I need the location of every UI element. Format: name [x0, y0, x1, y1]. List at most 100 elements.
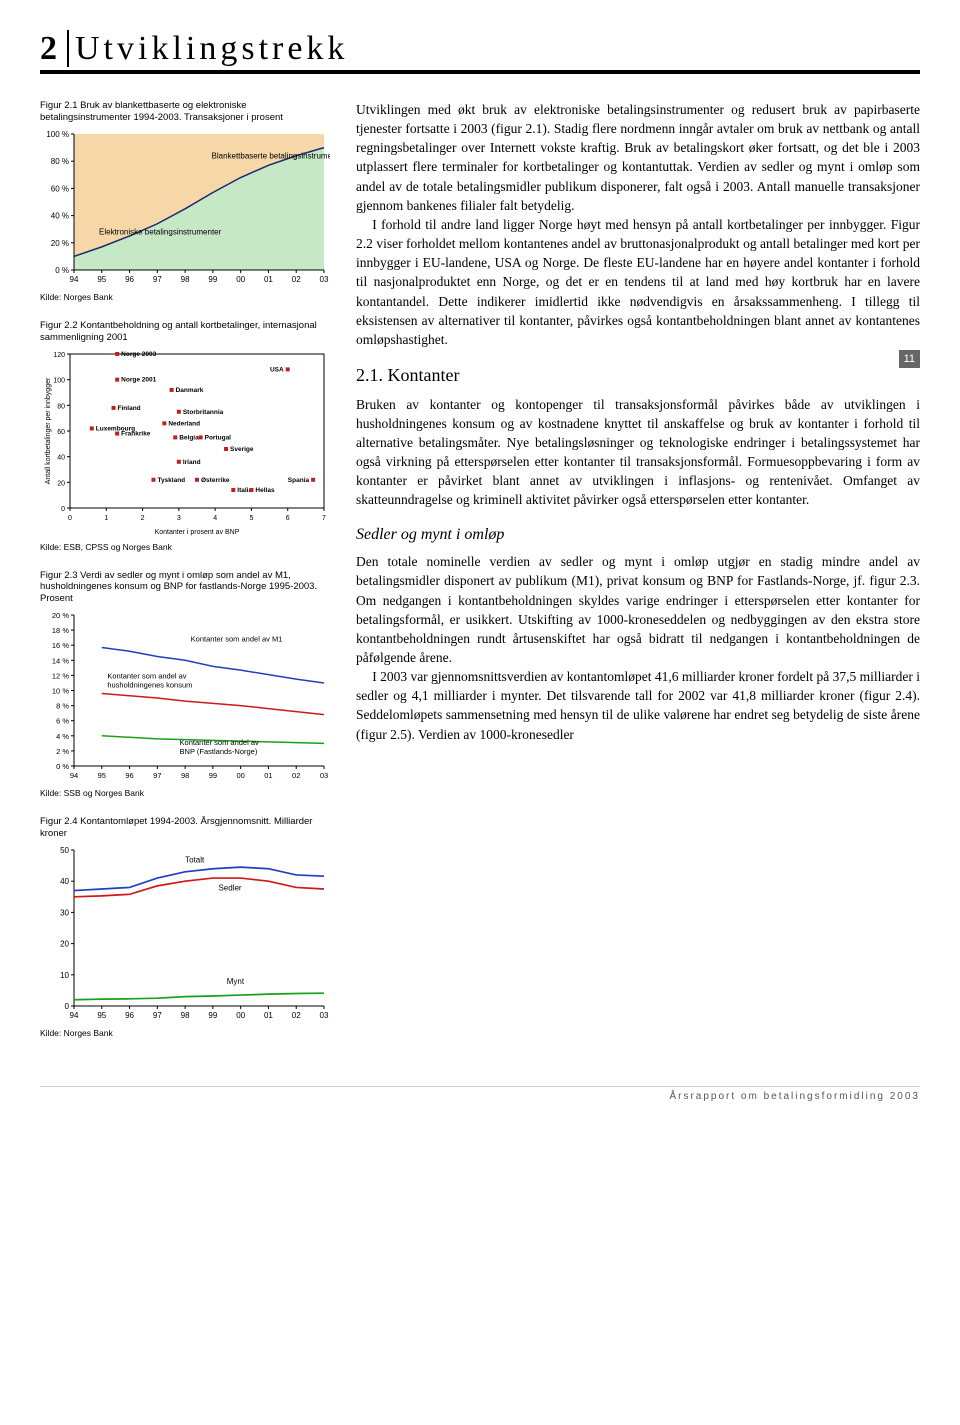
svg-text:USA: USA	[270, 366, 284, 373]
fig22-title: Figur 2.2 Kontantbeholdning og antall ko…	[40, 320, 330, 344]
svg-text:95: 95	[98, 771, 106, 780]
page-number-tab: 11	[899, 350, 920, 368]
svg-text:03: 03	[320, 275, 329, 284]
figure-2-4: Figur 2.4 Kontantomløpet 1994-2003. Årsg…	[40, 816, 330, 1038]
body-p2: I forhold til andre land ligger Norge hø…	[356, 215, 920, 349]
fig22-source: Kilde: ESB, CPSS og Norges Bank	[40, 542, 330, 552]
svg-text:Tyskland: Tyskland	[157, 476, 185, 483]
svg-text:Mynt: Mynt	[227, 977, 245, 986]
svg-text:20 %: 20 %	[51, 239, 69, 248]
svg-text:Spania: Spania	[288, 476, 310, 483]
body-p4: Den totale nominelle verdien av sedler o…	[356, 552, 920, 667]
svg-text:95: 95	[97, 1011, 106, 1020]
svg-text:0: 0	[65, 1002, 70, 1011]
main-text-column: Utviklingen med økt bruk av elektroniske…	[356, 100, 920, 1056]
svg-text:Frankrike: Frankrike	[121, 430, 151, 437]
svg-text:4 %: 4 %	[56, 732, 69, 741]
subsection-heading: Sedler og mynt i omløp	[356, 524, 920, 547]
svg-text:6 %: 6 %	[56, 717, 69, 726]
svg-text:30: 30	[60, 908, 69, 917]
fig23-chart: 0 %2 %4 %6 %8 %10 %12 %14 %16 %18 %20 %9…	[40, 609, 330, 784]
svg-text:100: 100	[53, 377, 65, 384]
svg-text:100 %: 100 %	[46, 130, 69, 139]
svg-text:Kontanter som andel av: Kontanter som andel av	[180, 738, 259, 747]
svg-text:120: 120	[53, 352, 65, 359]
chapter-header: 2Utviklingstrekk	[40, 30, 920, 74]
svg-text:01: 01	[264, 275, 273, 284]
svg-text:6: 6	[286, 515, 290, 522]
svg-text:02: 02	[292, 275, 301, 284]
svg-text:Østerrike: Østerrike	[201, 476, 230, 483]
figure-2-2: Figur 2.2 Kontantbeholdning og antall ko…	[40, 320, 330, 552]
svg-text:03: 03	[320, 771, 328, 780]
svg-text:40: 40	[57, 454, 65, 461]
svg-text:Blankettbaserte betalingsinstr: Blankettbaserte betalingsinstrumenter	[212, 151, 331, 160]
body-p5: I 2003 var gjennomsnittsverdien av konta…	[356, 667, 920, 744]
fig23-source: Kilde: SSB og Norges Bank	[40, 788, 330, 798]
svg-text:97: 97	[153, 275, 162, 284]
fig21-title: Figur 2.1 Bruk av blankettbaserte og ele…	[40, 100, 330, 124]
svg-text:60 %: 60 %	[51, 184, 69, 193]
svg-text:20: 20	[57, 480, 65, 487]
chapter-number: 2	[40, 30, 69, 67]
svg-text:Nederland: Nederland	[168, 420, 200, 427]
svg-text:01: 01	[264, 1011, 273, 1020]
svg-text:00: 00	[236, 771, 244, 780]
svg-text:1: 1	[104, 515, 108, 522]
svg-text:Norge 2001: Norge 2001	[121, 376, 156, 383]
fig24-chart: 0102030405094959697989900010203TotaltSed…	[40, 844, 330, 1024]
svg-text:Hellas: Hellas	[255, 487, 275, 494]
svg-text:husholdningenes konsum: husholdningenes konsum	[107, 681, 192, 690]
svg-text:12 %: 12 %	[52, 672, 69, 681]
svg-text:99: 99	[209, 771, 217, 780]
svg-text:16 %: 16 %	[52, 641, 69, 650]
svg-text:Norge 2003: Norge 2003	[121, 351, 156, 358]
svg-text:50: 50	[60, 846, 69, 855]
fig21-source: Kilde: Norges Bank	[40, 292, 330, 302]
svg-text:Irland: Irland	[183, 458, 201, 465]
svg-text:Kontanter som andel av: Kontanter som andel av	[107, 672, 186, 681]
svg-text:95: 95	[97, 275, 106, 284]
svg-text:00: 00	[236, 275, 245, 284]
body-p3: Bruken av kontanter og kontopenger til t…	[356, 395, 920, 510]
svg-text:80: 80	[57, 403, 65, 410]
svg-text:94: 94	[70, 275, 79, 284]
svg-text:96: 96	[125, 771, 133, 780]
svg-text:60: 60	[57, 429, 65, 436]
svg-text:98: 98	[181, 1011, 190, 1020]
svg-text:98: 98	[181, 275, 190, 284]
svg-text:0: 0	[68, 515, 72, 522]
svg-text:97: 97	[153, 1011, 162, 1020]
svg-text:Storbritannia: Storbritannia	[183, 408, 224, 415]
svg-text:40: 40	[60, 877, 69, 886]
svg-text:02: 02	[292, 1011, 301, 1020]
svg-text:Kontanter som andel av M1: Kontanter som andel av M1	[191, 635, 283, 644]
svg-text:02: 02	[292, 771, 300, 780]
svg-text:4: 4	[213, 515, 217, 522]
svg-text:96: 96	[125, 275, 134, 284]
fig22-chart: 02040608010012001234567Norge 2003Norge 2…	[40, 348, 330, 538]
svg-text:99: 99	[208, 1011, 217, 1020]
svg-text:Kontanter i prosent av BNP: Kontanter i prosent av BNP	[155, 529, 240, 536]
svg-text:8 %: 8 %	[56, 702, 69, 711]
svg-text:0 %: 0 %	[55, 266, 69, 275]
svg-text:7: 7	[322, 515, 326, 522]
svg-text:20 %: 20 %	[52, 611, 69, 620]
svg-text:5: 5	[249, 515, 253, 522]
svg-text:99: 99	[208, 275, 217, 284]
svg-text:18 %: 18 %	[52, 626, 69, 635]
page-footer: Årsrapport om betalingsformidling 2003	[40, 1086, 920, 1102]
figure-2-1: Figur 2.1 Bruk av blankettbaserte og ele…	[40, 100, 330, 302]
svg-text:BNP (Fastlands-Norge): BNP (Fastlands-Norge)	[180, 747, 258, 756]
svg-text:2 %: 2 %	[56, 747, 69, 756]
svg-text:Danmark: Danmark	[176, 386, 204, 393]
svg-text:0: 0	[61, 506, 65, 513]
svg-text:98: 98	[181, 771, 189, 780]
svg-text:Belgia: Belgia	[179, 434, 199, 441]
svg-text:2: 2	[141, 515, 145, 522]
svg-text:10: 10	[60, 971, 69, 980]
svg-text:10 %: 10 %	[52, 687, 69, 696]
svg-text:Finland: Finland	[118, 404, 141, 411]
svg-text:97: 97	[153, 771, 161, 780]
section-2-1-heading: 2.1. Kontanter	[356, 363, 920, 389]
